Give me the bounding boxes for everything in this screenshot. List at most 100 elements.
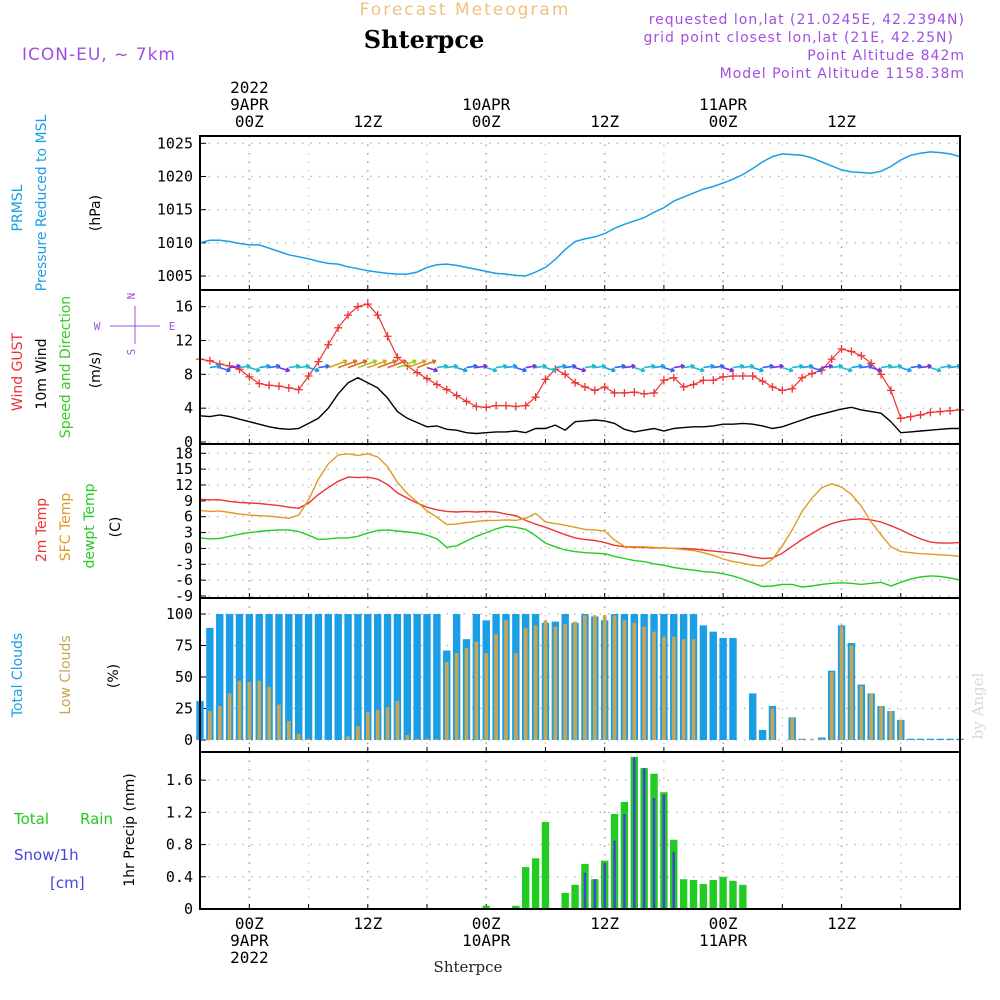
temp-sfc-line <box>199 453 961 567</box>
y-tick-label: 1.6 <box>166 771 193 789</box>
snow-bar <box>593 879 597 909</box>
wind-direction-arrow <box>268 363 281 369</box>
wind-direction-arrow <box>535 363 547 369</box>
low-clouds-bar <box>533 625 538 740</box>
gust-marker <box>926 408 935 417</box>
gust-marker <box>689 380 698 389</box>
gust-marker <box>393 353 402 362</box>
rain-bar <box>719 876 727 909</box>
y-tick-label: 0 <box>184 900 193 918</box>
wind-direction-arrow <box>890 363 903 369</box>
total-clouds-bar <box>916 738 925 740</box>
y-tick-label: 50 <box>175 668 193 686</box>
wind-direction-arrow <box>841 366 853 373</box>
wind-gust-line <box>199 303 961 419</box>
gust-marker <box>353 302 362 311</box>
gust-marker <box>896 414 905 423</box>
y-tick-label: 1020 <box>157 168 193 186</box>
low-clouds-bar <box>770 708 775 740</box>
gust-marker <box>423 374 432 383</box>
low-clouds-bar <box>415 738 419 740</box>
low-clouds-bar <box>523 627 528 740</box>
y-tick-label: 0.4 <box>166 868 193 886</box>
low-clouds-bar <box>681 639 686 740</box>
temp-frame <box>199 443 961 599</box>
total-clouds-bar <box>245 614 254 740</box>
snow-bar <box>662 794 666 909</box>
wind-direction-arrow <box>485 366 498 373</box>
wind-direction-arrow <box>406 359 427 369</box>
dewpt-label: dewpt Temp <box>82 483 98 568</box>
top-time-label: 2022 <box>230 78 269 97</box>
rain-bar <box>571 884 579 909</box>
wind-direction-arrow <box>722 366 735 373</box>
wind-direction-arrow <box>209 363 222 369</box>
gust-marker <box>442 385 451 394</box>
gust-marker <box>482 403 491 412</box>
low-clouds-bar <box>454 653 459 740</box>
gust-marker <box>462 397 471 406</box>
gust-marker <box>274 382 283 391</box>
wind-direction-arrow <box>525 363 538 369</box>
gust-marker <box>294 385 303 394</box>
wind-direction-arrow <box>713 363 725 369</box>
gust-marker <box>630 388 639 397</box>
wind-10m-line <box>199 376 960 435</box>
low-clouds-bar <box>346 736 350 740</box>
gust-marker <box>679 383 688 392</box>
low-clouds-bar <box>227 693 232 740</box>
low-clouds-bar <box>879 705 883 740</box>
low-clouds-bar <box>385 707 390 740</box>
gust-marker <box>590 386 599 395</box>
wind-direction-arrow <box>476 363 488 369</box>
wind-direction-arrow <box>387 359 407 369</box>
low-clouds-bar <box>247 682 252 740</box>
gust-marker <box>255 379 264 388</box>
wind-direction-arrow <box>219 366 231 373</box>
wind-panel: 0 4 8 12 16 Wind GUST 10m Wind Speed and Dir… <box>10 289 964 451</box>
location-title: Shterpce <box>364 25 484 54</box>
bottom-time-label: 00Z <box>709 914 738 933</box>
wind-direction-arrow <box>239 363 251 369</box>
wind-direction-arrow <box>634 366 646 373</box>
low-clouds-bar <box>237 680 242 740</box>
total-clouds-bar <box>413 614 421 740</box>
total-clouds-bar <box>285 614 293 740</box>
bottom-time-label: 12Z <box>353 914 382 933</box>
total-clouds-bar <box>393 614 402 740</box>
y-tick-label: 1010 <box>157 234 193 252</box>
wind-direction-arrow <box>594 363 607 369</box>
precip-panel: 0 0.4 0.8 1.2 1.6 Total Rain Snow/1h [cm] 1h… <box>13 751 961 918</box>
snow-bar <box>633 757 636 909</box>
wind-direction-arrow <box>604 366 616 373</box>
y-tick-label: 8 <box>184 365 193 383</box>
total-clouds-bar <box>373 614 382 740</box>
gust-marker <box>768 383 777 392</box>
bottom-time-label: 9APR <box>230 931 269 950</box>
top-time-label: 12Z <box>353 112 382 131</box>
low-clouds-bar <box>286 721 291 740</box>
total-clouds-bar <box>295 614 303 740</box>
total-clouds-bar <box>216 614 224 740</box>
total-clouds-bar <box>235 614 244 740</box>
y-tick-label: -9 <box>175 587 193 605</box>
gust-marker <box>432 380 441 389</box>
wind-direction-arrow <box>515 366 527 373</box>
low-clouds-bar <box>257 680 262 740</box>
gust-marker <box>571 378 580 387</box>
top-time-label: 12Z <box>590 112 619 131</box>
rain-bar <box>699 884 708 909</box>
gust-marker <box>827 355 836 364</box>
wind-direction-arrow <box>288 363 301 369</box>
y-tick-label: 0 <box>184 731 193 749</box>
gust-marker <box>600 383 609 392</box>
pressure-frame <box>199 135 961 291</box>
gust-marker <box>788 384 797 393</box>
total-clouds-bar <box>364 614 372 740</box>
low-clouds-bar <box>612 615 617 740</box>
wind-direction-arrow <box>565 363 577 369</box>
precip-rain-label: Rain <box>80 810 113 828</box>
gust-marker <box>699 376 708 385</box>
